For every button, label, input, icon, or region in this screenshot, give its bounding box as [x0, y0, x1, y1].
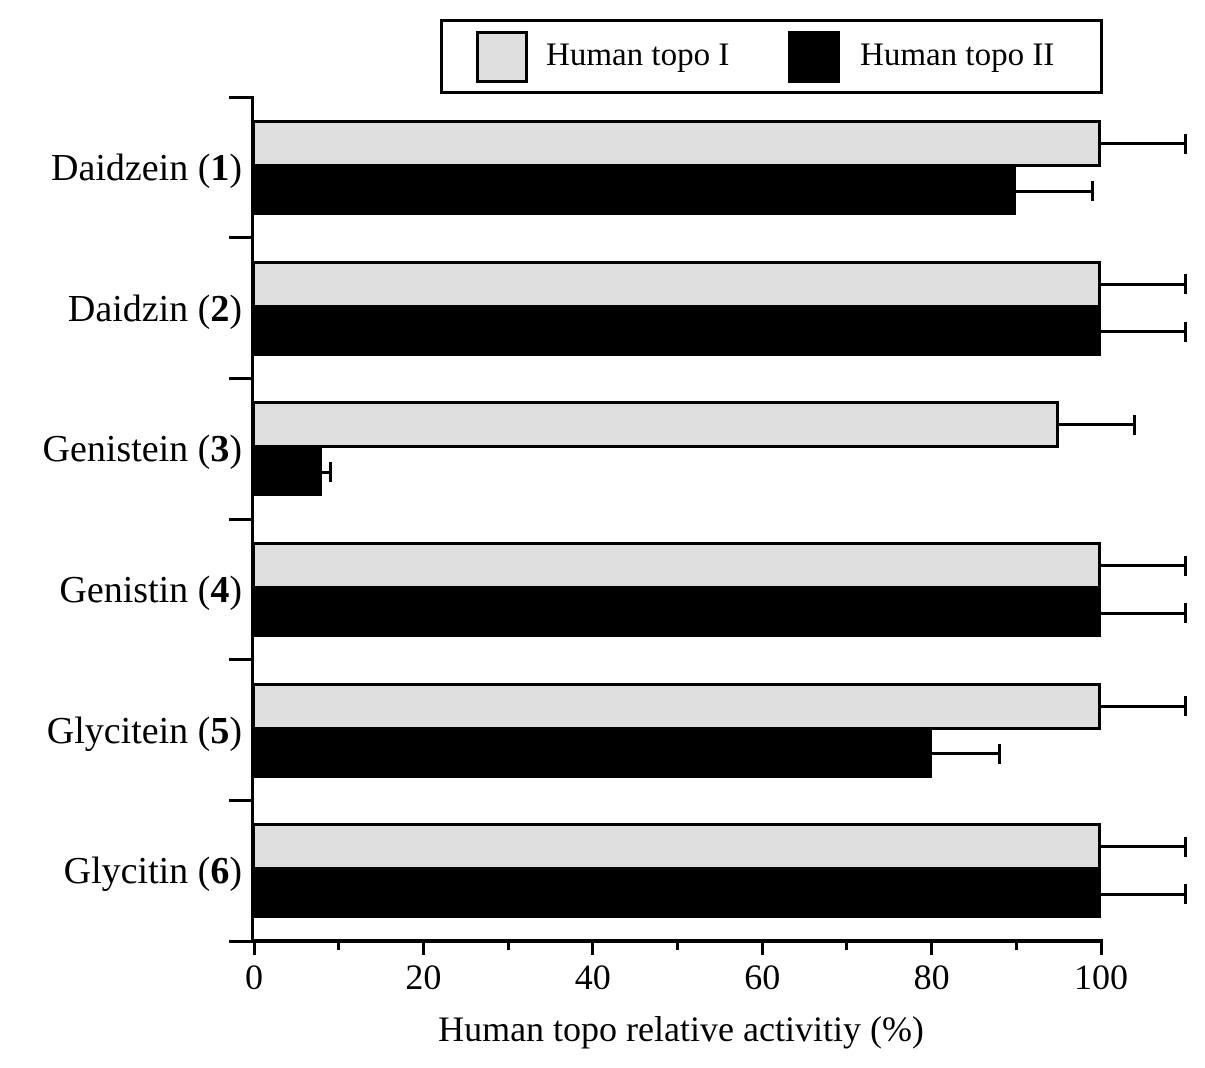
error-bar-cap-human-topo-i-daidzin [1184, 274, 1188, 295]
x-tick-label-80: 80 [913, 957, 950, 997]
error-bar-human-topo-ii-daidzin [1101, 330, 1186, 334]
error-bar-human-topo-i-genistin [1101, 564, 1186, 567]
x-axis-minor-tick [337, 941, 341, 950]
category-label-genistein: Genistein (3) [42, 428, 242, 471]
error-bar-cap-human-topo-i-glycitein [1184, 696, 1188, 717]
error-bar-human-topo-i-genistein [1058, 423, 1135, 427]
y-axis-tick [229, 517, 252, 521]
error-bar-human-topo-i-glycitin [1101, 845, 1186, 849]
x-tick-label-100: 100 [1074, 957, 1128, 997]
x-axis-minor-tick [845, 941, 849, 950]
legend: Human topo I Human topo II [440, 19, 1103, 94]
error-bar-cap-human-topo-ii-daidzin [1184, 321, 1188, 342]
x-axis-minor-tick [676, 941, 679, 950]
error-bar-cap-human-topo-ii-genistin [1184, 603, 1188, 623]
bar-human-topo-ii-genistin [252, 589, 1101, 637]
bar-human-topo-ii-glycitein [252, 729, 932, 778]
category-label-daidzin: Daidzin (2) [67, 287, 242, 330]
x-axis-major-tick [760, 941, 764, 955]
y-axis-tick [229, 95, 252, 99]
legend-swatch-human-topo-i [476, 30, 528, 83]
error-bar-human-topo-i-glycitein [1101, 704, 1186, 708]
error-bar-cap-human-topo-i-daidzein [1184, 133, 1188, 154]
bar-human-topo-ii-daidzin [252, 307, 1101, 356]
y-axis-tick [229, 658, 252, 662]
category-label-glycitin: Glycitin (6) [63, 850, 242, 893]
error-bar-cap-human-topo-i-glycitin [1184, 836, 1188, 857]
x-axis-major-tick [591, 941, 595, 955]
x-axis-major-tick [252, 941, 256, 955]
error-bar-human-topo-ii-genistein [321, 470, 331, 474]
error-bar-human-topo-i-daidzin [1101, 282, 1186, 286]
y-axis-tick [229, 939, 252, 943]
x-axis-title: Human topo relative activitiy (%) [438, 1009, 924, 1049]
category-label-glycitein: Glycitein (5) [46, 709, 242, 752]
y-axis-tick [229, 236, 252, 240]
bar-human-topo-i-genistein [252, 401, 1059, 449]
bar-human-topo-ii-daidzein [252, 167, 1017, 215]
x-tick-label-60: 60 [744, 957, 781, 997]
error-bar-cap-human-topo-ii-daidzein [1091, 181, 1095, 201]
bar-human-topo-i-daidzin [252, 260, 1101, 308]
x-tick-label-0: 0 [245, 957, 263, 997]
x-axis-minor-tick [506, 941, 510, 950]
error-bar-human-topo-ii-glycitin [1101, 892, 1186, 896]
bar-human-topo-i-daidzein [252, 120, 1101, 167]
error-bar-cap-human-topo-i-genistin [1184, 555, 1188, 576]
x-axis-minor-tick [1014, 941, 1018, 950]
error-bar-cap-human-topo-ii-genistein [328, 462, 332, 483]
error-bar-cap-human-topo-ii-glycitin [1184, 884, 1188, 905]
x-axis-major-tick [930, 941, 934, 955]
y-axis-line [251, 96, 254, 943]
x-tick-label-20: 20 [405, 957, 442, 997]
bar-human-topo-ii-glycitin [252, 870, 1101, 919]
x-axis-major-tick [421, 941, 425, 955]
legend-swatch-human-topo-ii [788, 30, 840, 83]
error-bar-human-topo-ii-daidzein [1016, 189, 1093, 193]
error-bar-cap-human-topo-i-genistein [1133, 414, 1137, 435]
category-label-daidzein: Daidzein (1) [51, 147, 242, 189]
error-bar-human-topo-i-daidzein [1101, 142, 1186, 145]
error-bar-human-topo-ii-glycitein [931, 752, 1000, 756]
error-bar-human-topo-ii-genistin [1101, 611, 1186, 615]
legend-label-human-topo-ii: Human topo II [860, 36, 1055, 73]
bar-human-topo-i-glycitein [252, 682, 1101, 730]
bar-human-topo-ii-genistein [252, 448, 322, 497]
error-bar-cap-human-topo-ii-glycitein [997, 743, 1001, 764]
x-axis-major-tick [1099, 941, 1103, 955]
bar-human-topo-i-genistin [252, 542, 1101, 589]
legend-label-human-topo-i: Human topo I [546, 36, 730, 73]
y-axis-tick [229, 798, 252, 802]
category-label-genistin: Genistin (4) [59, 569, 242, 611]
bar-human-topo-i-glycitin [252, 823, 1101, 871]
x-tick-label-40: 40 [574, 957, 611, 997]
y-axis-tick [229, 376, 252, 380]
